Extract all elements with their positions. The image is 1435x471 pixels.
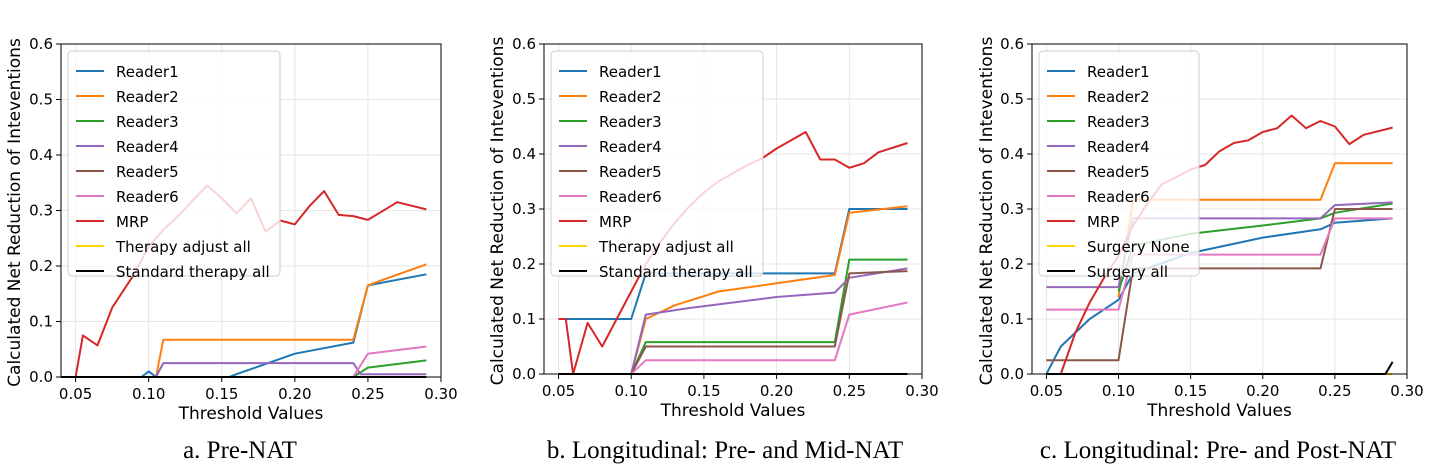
x-tick-label: 0.05 [59, 385, 92, 403]
legend-label-mrp: MRP [1087, 213, 1119, 231]
y-tick-label: 0.5 [1000, 90, 1024, 108]
y-tick-label: 0.6 [512, 35, 536, 53]
legend-label-reader5: Reader5 [116, 163, 179, 181]
x-tick-label: 0.20 [278, 385, 311, 403]
x-tick-label: 0.30 [905, 382, 938, 400]
series-line-reader5 [630, 270, 908, 375]
x-tick-label: 0.25 [351, 385, 384, 403]
x-tick-label: 0.05 [542, 382, 575, 400]
panel-caption: b. Longitudinal: Pre- and Mid-NAT [547, 437, 903, 464]
legend-label-therapy-adjust-all: Therapy adjust all [115, 238, 251, 256]
plot-frame [1031, 43, 1408, 375]
chart-panel-3: 0.05 0.10 0.15 0.20 0.25 0.30 0.0 0.1 0.2 0.3 0.4 0… [977, 35, 1424, 464]
y-tick-label: 0.2 [512, 255, 536, 273]
x-axis-label: Threshold Values [1146, 401, 1292, 421]
legend-label-standard-therapy-all: Standard therapy all [599, 263, 753, 281]
legend-label-reader1: Reader1 [116, 63, 179, 81]
y-axis-label: Calculated Net Reduction of Inteventions [977, 37, 997, 386]
y-tick-label: 0.1 [512, 310, 536, 328]
legend-label-reader1: Reader1 [599, 63, 662, 81]
legend-box [67, 50, 281, 277]
y-tick-label: 0.1 [29, 313, 53, 331]
y-tick-label: 0.3 [512, 200, 536, 218]
x-tick-label: 0.20 [1246, 382, 1279, 400]
legend-box [1038, 50, 1200, 277]
y-tick-label: 0.6 [1000, 35, 1024, 53]
series-line-reader5 [1046, 208, 1393, 362]
legend-label-therapy-adjust-all: Therapy adjust all [598, 238, 734, 256]
legend-label-reader6: Reader6 [599, 188, 662, 206]
y-tick-label: 0.6 [29, 35, 53, 53]
legend-box [550, 50, 764, 277]
series-line-reader4 [61, 362, 427, 378]
x-tick-label: 0.25 [833, 382, 866, 400]
legend-label-reader4: Reader4 [599, 138, 662, 156]
chart-panel-1: 0.05 0.10 0.15 0.20 0.25 0.30 0.0 0.1 0.2 0.3 0.4 0… [5, 35, 458, 464]
y-tick-label: 0.3 [1000, 200, 1024, 218]
series-line-reader6 [1046, 217, 1393, 311]
y-tick-label: 0.1 [1000, 310, 1024, 328]
legend-label-reader4: Reader4 [1087, 138, 1150, 156]
series-line-reader6 [630, 301, 908, 375]
legend-label-reader3: Reader3 [116, 113, 179, 131]
panel-caption: c. Longitudinal: Pre- and Post-NAT [1040, 437, 1396, 464]
x-tick-label: 0.10 [1102, 382, 1135, 400]
x-axis-label: Threshold Values [660, 401, 806, 421]
legend-label-reader5: Reader5 [599, 163, 662, 181]
y-tick-label: 0.5 [512, 90, 536, 108]
legend: Reader1 Reader2 Reader3 Reader4 Reader5 Reade… [550, 50, 764, 281]
y-tick-label: 0.0 [512, 365, 536, 383]
y-axis-label: Calculated Net Reduction of Inteventions [488, 37, 508, 386]
y-tick-label: 0.2 [29, 257, 53, 275]
y-tick-label: 0.2 [1000, 255, 1024, 273]
series-line-reader1 [61, 273, 427, 378]
y-tick-label: 0.4 [29, 146, 53, 164]
y-tick-label: 0.0 [1000, 365, 1024, 383]
x-tick-label: 0.30 [424, 385, 457, 403]
legend: Reader1 Reader2 Reader3 Reader4 Reader5 Reade… [67, 50, 281, 281]
x-tick-label: 0.20 [760, 382, 793, 400]
x-tick-label: 0.05 [1030, 382, 1063, 400]
series-line-reader2 [61, 263, 427, 378]
legend-label-reader2: Reader2 [599, 88, 662, 106]
y-tick-label: 0.4 [1000, 145, 1024, 163]
legend-label-reader5: Reader5 [1087, 163, 1150, 181]
y-tick-label: 0.4 [512, 145, 536, 163]
legend-label-reader4: Reader4 [116, 138, 179, 156]
x-tick-label: 0.15 [1174, 382, 1207, 400]
legend: Reader1 Reader2 Reader3 Reader4 Reader5 Reade… [1038, 50, 1200, 281]
legend-label-reader3: Reader3 [599, 113, 662, 131]
legend-label-mrp: MRP [599, 213, 631, 231]
panel-caption: a. Pre-NAT [183, 437, 297, 464]
x-tick-label: 0.10 [615, 382, 648, 400]
legend-label-reader6: Reader6 [116, 188, 179, 206]
chart-panel-2: 0.05 0.10 0.15 0.20 0.25 0.30 0.0 0.1 0.2 0.3 0.4 0… [488, 35, 939, 464]
plot-frame [543, 43, 923, 375]
x-tick-label: 0.30 [1390, 382, 1423, 400]
series-line-reader4 [1046, 201, 1393, 289]
legend-label-reader2: Reader2 [1087, 88, 1150, 106]
y-tick-label: 0.5 [29, 91, 53, 109]
y-tick-label: 0.0 [29, 368, 53, 386]
legend-label-surgery-all: Surgery all [1087, 263, 1168, 281]
y-tick-label: 0.3 [29, 202, 53, 220]
legend-label-reader2: Reader2 [116, 88, 179, 106]
x-tick-label: 0.10 [132, 385, 165, 403]
x-tick-label: 0.25 [1318, 382, 1351, 400]
legend-label-reader6: Reader6 [1087, 188, 1150, 206]
legend-label-standard-therapy-all: Standard therapy all [116, 263, 270, 281]
legend-label-mrp: MRP [116, 213, 148, 231]
plot-frame [60, 43, 442, 378]
x-axis-label: Threshold Values [178, 404, 324, 424]
series-line-reader2 [630, 205, 908, 375]
legend-label-reader3: Reader3 [1087, 113, 1150, 131]
y-axis-label: Calculated Net Reduction of Inteventions [5, 38, 25, 387]
legend-label-surgery-none: Surgery None [1087, 238, 1190, 256]
x-tick-label: 0.15 [687, 382, 720, 400]
series-line-surgery-all [1046, 361, 1394, 375]
legend-label-reader1: Reader1 [1087, 63, 1150, 81]
x-tick-label: 0.15 [205, 385, 238, 403]
